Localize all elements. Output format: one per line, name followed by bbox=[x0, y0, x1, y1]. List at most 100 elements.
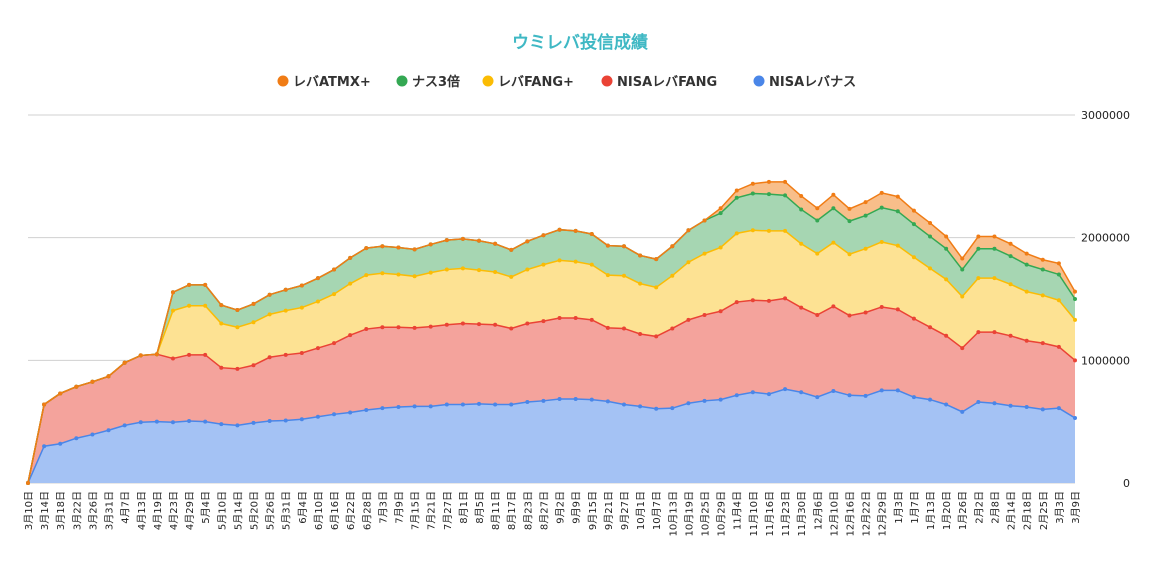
data-point bbox=[928, 234, 933, 239]
x-tick-label: 12月6日 bbox=[812, 491, 824, 530]
data-point bbox=[686, 260, 691, 265]
x-tick-label: 8月17日 bbox=[506, 491, 518, 530]
data-point bbox=[219, 365, 224, 370]
data-point bbox=[766, 179, 771, 184]
chart-legend: レバATMX+ ナス3倍 レバFANG+ NISAレバFANG NISAレバナス bbox=[277, 74, 856, 90]
data-point bbox=[444, 402, 449, 407]
x-tick-label: 5月10日 bbox=[216, 491, 228, 530]
data-point bbox=[734, 188, 739, 193]
data-point bbox=[154, 352, 159, 357]
data-point bbox=[589, 317, 594, 322]
data-point bbox=[847, 252, 852, 257]
data-point bbox=[944, 402, 949, 407]
x-tick-label: 8月27日 bbox=[538, 491, 550, 530]
x-tick-label: 5月14日 bbox=[232, 491, 244, 530]
x-tick-label: 12月29日 bbox=[877, 491, 889, 536]
data-point bbox=[815, 251, 820, 256]
data-point bbox=[364, 246, 369, 251]
x-tick-label: 7月9日 bbox=[393, 491, 405, 524]
data-point bbox=[74, 384, 79, 389]
y-tick-label: 0 bbox=[1123, 477, 1130, 490]
data-point bbox=[783, 296, 788, 301]
data-point bbox=[380, 406, 385, 411]
data-point bbox=[911, 222, 916, 227]
x-tick-label: 2月2日 bbox=[973, 491, 985, 524]
data-point bbox=[1008, 333, 1013, 338]
data-point bbox=[831, 206, 836, 211]
data-point bbox=[702, 312, 707, 317]
data-point bbox=[654, 406, 659, 411]
data-point bbox=[847, 206, 852, 211]
data-point bbox=[928, 266, 933, 271]
x-tick-label: 3月3日 bbox=[1054, 491, 1066, 524]
data-point bbox=[235, 308, 240, 313]
data-point bbox=[412, 404, 417, 409]
data-point bbox=[396, 245, 401, 250]
x-tick-label: 7月27日 bbox=[442, 491, 454, 530]
area-NISAレバナス bbox=[28, 389, 1075, 483]
data-point bbox=[992, 276, 997, 281]
x-tick-label: 10月7日 bbox=[651, 491, 663, 530]
data-point bbox=[460, 266, 465, 271]
data-point bbox=[960, 409, 965, 414]
data-point bbox=[702, 251, 707, 256]
data-point bbox=[702, 218, 707, 223]
data-point bbox=[26, 481, 30, 485]
data-point bbox=[815, 218, 820, 223]
data-point bbox=[74, 436, 79, 441]
data-point bbox=[235, 325, 240, 330]
data-point bbox=[670, 406, 675, 411]
data-point bbox=[332, 341, 337, 346]
data-point bbox=[541, 398, 546, 403]
data-point bbox=[799, 390, 804, 395]
data-point bbox=[477, 401, 482, 406]
data-point bbox=[605, 325, 610, 330]
data-point bbox=[815, 312, 820, 317]
data-point bbox=[170, 308, 175, 313]
data-point bbox=[428, 324, 433, 329]
data-point bbox=[90, 379, 95, 384]
data-point bbox=[187, 303, 192, 308]
data-point bbox=[573, 259, 578, 264]
data-point bbox=[283, 418, 288, 423]
data-point bbox=[170, 356, 175, 361]
data-point bbox=[509, 274, 514, 279]
data-point bbox=[1040, 257, 1045, 262]
data-point bbox=[605, 399, 610, 404]
data-point bbox=[638, 253, 643, 258]
data-point bbox=[734, 231, 739, 236]
data-point bbox=[734, 393, 739, 398]
data-point bbox=[799, 241, 804, 246]
legend-marker bbox=[753, 75, 765, 87]
data-point bbox=[380, 244, 385, 249]
data-point bbox=[1024, 289, 1029, 294]
legend-label: レバATMX+ bbox=[293, 75, 371, 90]
x-tick-label: 6月22日 bbox=[345, 491, 357, 530]
data-point bbox=[444, 267, 449, 272]
series-line-レバATMX+ bbox=[27, 181, 1076, 484]
data-point bbox=[992, 246, 997, 251]
data-point bbox=[750, 298, 755, 303]
data-point bbox=[203, 419, 208, 424]
x-tick-label: 3月18日 bbox=[55, 491, 67, 530]
data-point bbox=[573, 228, 578, 233]
data-point bbox=[783, 193, 788, 198]
data-point bbox=[235, 366, 240, 371]
x-tick-label: 1月7日 bbox=[909, 491, 921, 524]
x-tick-label: 2月25日 bbox=[1038, 491, 1050, 530]
data-point bbox=[831, 192, 836, 197]
data-point bbox=[766, 192, 771, 197]
data-point bbox=[251, 420, 256, 425]
data-point bbox=[944, 246, 949, 251]
data-point bbox=[847, 313, 852, 318]
data-point bbox=[718, 309, 723, 314]
data-point bbox=[718, 206, 723, 211]
data-point bbox=[364, 408, 369, 413]
data-point bbox=[460, 236, 465, 241]
data-point bbox=[332, 412, 337, 417]
data-point bbox=[895, 243, 900, 248]
x-tick-label: 9月2日 bbox=[555, 491, 567, 524]
data-point bbox=[396, 272, 401, 277]
area-ナス3倍 bbox=[28, 193, 1075, 484]
x-tick-label: 7月21日 bbox=[426, 491, 438, 530]
